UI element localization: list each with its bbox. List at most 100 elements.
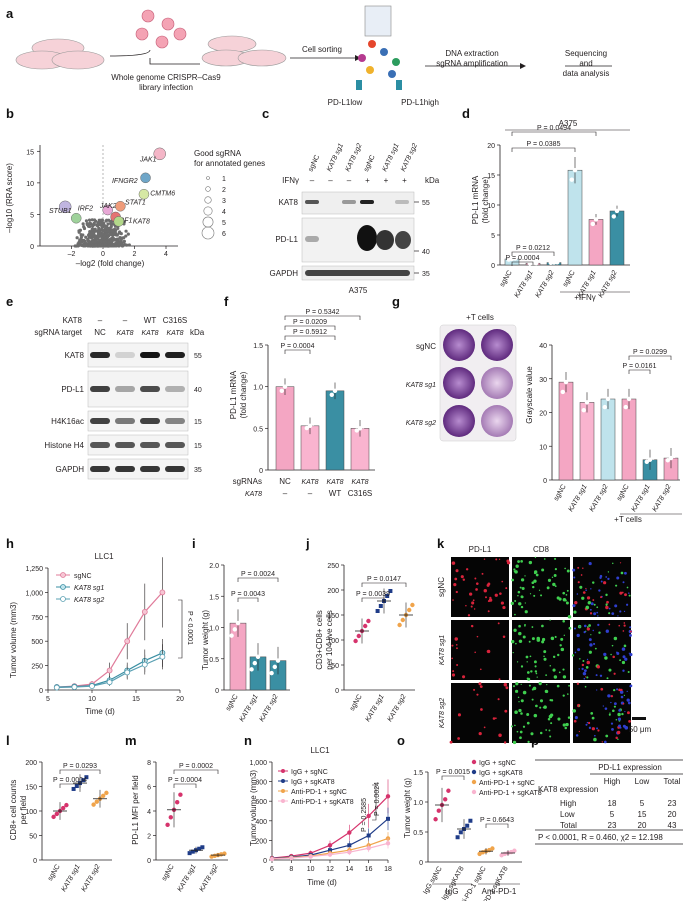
- e-band: [140, 466, 160, 472]
- e-kda-value: 15: [194, 419, 202, 426]
- panel-label-i: i: [192, 536, 196, 551]
- pvalue-label: P = 0.0002: [179, 763, 213, 770]
- pvalue-label: P = 0.0004: [506, 255, 540, 262]
- h-point: [141, 661, 148, 668]
- p-cell: 43: [668, 821, 677, 830]
- ytick-label: 50: [331, 663, 339, 670]
- pvalue-bracket: [485, 823, 509, 828]
- category-label: sgNC: [225, 694, 240, 713]
- f-kat8-value: –: [283, 489, 288, 498]
- n-title: LLC1: [310, 746, 330, 755]
- h-point: [159, 589, 166, 596]
- pvalue-bracket: [628, 369, 651, 374]
- data-point: [672, 453, 677, 459]
- data-point: [597, 212, 602, 218]
- k-column-labels: PD-L1 CD8: [469, 545, 550, 554]
- n-point: [385, 794, 391, 799]
- data-point: [567, 370, 572, 375]
- pvalue-label: P = 0.0293: [63, 763, 97, 770]
- ytick-label: 600: [255, 799, 267, 806]
- h-point: [159, 653, 166, 660]
- n-point: [366, 813, 371, 819]
- ytick-label: 20: [487, 143, 495, 150]
- volcano-legend-title: Good sgRNA: [194, 149, 242, 158]
- b-background-point: [73, 244, 77, 248]
- e-blot-strip: [87, 410, 189, 432]
- m-ylabel: PD-L1 MFI per field: [131, 775, 140, 844]
- p-cell: Total: [560, 821, 577, 830]
- volcano-xticks: –2 0 2 4: [68, 246, 168, 258]
- n-point: [366, 833, 371, 838]
- pvalue-bracket: [237, 577, 279, 582]
- e-kat8-label: KAT8: [63, 316, 83, 325]
- c-kda-value: 35: [422, 271, 430, 278]
- data-point: [468, 818, 473, 823]
- o-legend-label: Anti-PD-1 + sgKAT8: [479, 790, 542, 797]
- p-cell: High: [560, 799, 576, 808]
- data-point: [269, 670, 274, 676]
- b-legend-circle: [206, 176, 210, 180]
- b-background-point: [104, 219, 108, 223]
- p-header-cell: High: [604, 777, 620, 786]
- ytick-label: 30: [539, 377, 547, 384]
- e-band: [115, 352, 135, 358]
- g-group-label: +T cells: [614, 515, 642, 524]
- b-background-point: [107, 218, 111, 222]
- ytick-label: 0.5: [209, 657, 219, 664]
- sequencing-text: Sequencing and data analysis: [563, 49, 610, 78]
- b-background-point: [87, 232, 91, 236]
- b-background-point: [82, 239, 87, 243]
- n-point: [327, 852, 333, 857]
- data-point: [407, 607, 412, 613]
- data-point: [605, 396, 611, 402]
- b-legend-value: 4: [222, 209, 226, 216]
- data-point: [307, 423, 313, 429]
- data-point: [249, 667, 254, 672]
- panel-label-c: c: [262, 106, 269, 121]
- b-ytick-label: 0: [30, 244, 34, 251]
- data-point: [490, 846, 495, 851]
- b-background-point: [107, 244, 111, 248]
- b-background-point: [92, 221, 96, 225]
- h-point: [141, 609, 148, 615]
- b-ytick-label: 5: [30, 212, 34, 219]
- b-gene-point: [153, 147, 166, 161]
- c-row-label: PD-L1: [275, 235, 298, 244]
- data-point: [513, 256, 518, 261]
- b-legend-value: 6: [222, 231, 226, 238]
- ytick-label: 200: [255, 838, 267, 845]
- b-background-point: [97, 226, 101, 230]
- category-label: sgNC: [161, 864, 176, 883]
- c-kda-value: 55: [422, 200, 430, 207]
- k-row-label: KAT8 sg2: [439, 698, 446, 728]
- panel-label-e: e: [6, 294, 13, 309]
- h-legend-label: sgNC: [74, 573, 92, 580]
- pvalue-bracket: [173, 769, 219, 774]
- h-title: LLC1: [94, 552, 114, 561]
- e-row-label: PD-L1: [61, 385, 84, 394]
- b-background-point: [99, 218, 103, 222]
- volcano-size-legend: 1 2 3 4 5 6: [201, 176, 226, 240]
- c-lane-label: KAT8 sg2: [400, 142, 419, 172]
- data-point: [84, 775, 89, 780]
- b-background-point: [88, 230, 92, 234]
- g-row-label: sgNC: [416, 342, 436, 351]
- b-background-point: [92, 218, 97, 222]
- e-band: [90, 418, 110, 424]
- g-bar: [621, 398, 637, 481]
- d-bar: [567, 169, 583, 266]
- pvalue-label: P = 0.0015: [436, 769, 470, 776]
- data-point: [272, 664, 277, 670]
- ytick-label: 0.5: [253, 426, 263, 433]
- data-point: [560, 389, 565, 395]
- b-background-point: [113, 227, 117, 231]
- b-background-point: [109, 232, 113, 237]
- n-legend: IgG + sgNC IgG + sgKAT8 Anti-PD-1 + sgNC An…: [278, 769, 354, 806]
- b-background-point: [109, 239, 113, 243]
- data-point: [644, 459, 649, 464]
- n-xtick-label: 16: [365, 866, 373, 873]
- b-background-point: [90, 218, 94, 222]
- e-row-label: GAPDH: [56, 465, 85, 474]
